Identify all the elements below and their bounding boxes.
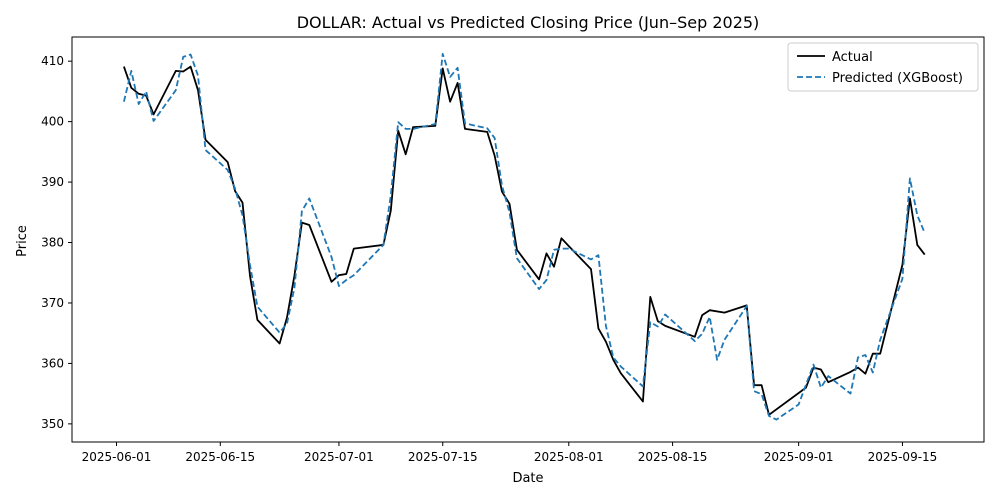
x-tick-label: 2025-06-15 [185,450,255,464]
series-layer [123,53,926,421]
x-tick-label: 2025-08-01 [534,450,604,464]
x-tick-label: 2025-09-15 [868,450,938,464]
y-tick-label: 410 [41,54,64,68]
series-predicted-line [123,53,926,421]
x-axis-label: Date [512,471,543,486]
y-tick-label: 400 [41,115,64,129]
x-tick-label: 2025-08-15 [638,450,708,464]
x-tick-label: 2025-06-01 [82,450,152,464]
y-tick-label: 390 [41,175,64,189]
legend-box [787,42,979,92]
y-tick-label: 360 [41,356,64,370]
series-actual-line [123,65,926,416]
y-tick-label: 370 [41,296,64,310]
x-tick-label: 2025-09-01 [764,450,834,464]
y-tick-label: 350 [41,417,64,431]
ticks-layer: 2025-06-01 2025-06-15 2025-07-01 2025-07-15… [41,54,937,464]
legend-label-predicted: Predicted (XGBoost) [832,71,963,86]
y-tick-label: 380 [41,236,64,250]
y-axis-label: Price [15,225,30,257]
x-tick-label: 2025-07-01 [304,450,374,464]
legend: Actual Predicted (XGBoost) [787,42,979,92]
plot-frame [71,36,985,443]
legend-label-actual: Actual [832,50,873,65]
x-tick-label: 2025-07-15 [408,450,478,464]
chart-title: DOLLAR: Actual vs Predicted Closing Pric… [297,13,760,32]
